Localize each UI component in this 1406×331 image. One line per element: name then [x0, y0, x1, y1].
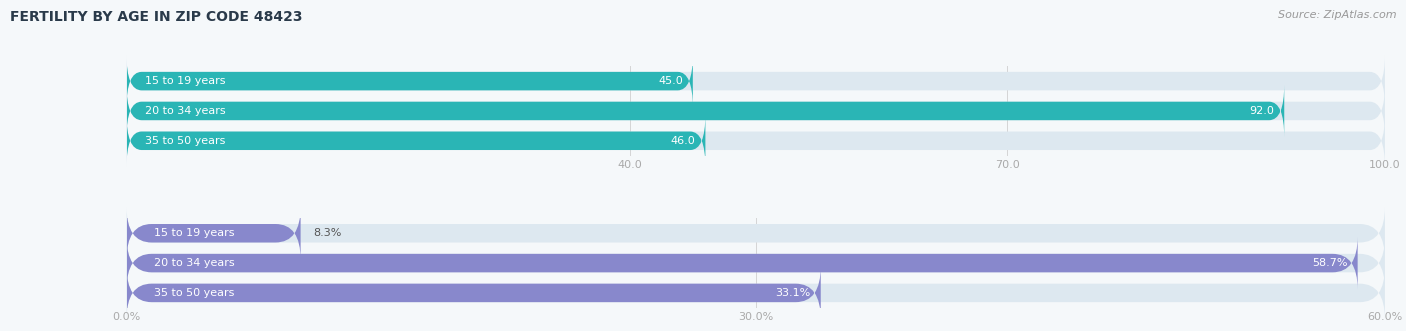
FancyBboxPatch shape	[127, 84, 1284, 137]
Text: 20 to 34 years: 20 to 34 years	[153, 258, 235, 268]
FancyBboxPatch shape	[127, 207, 301, 260]
FancyBboxPatch shape	[127, 55, 693, 108]
Text: 33.1%: 33.1%	[776, 288, 811, 298]
Text: 15 to 19 years: 15 to 19 years	[153, 228, 235, 238]
FancyBboxPatch shape	[127, 207, 1385, 260]
Text: 15 to 19 years: 15 to 19 years	[145, 76, 226, 86]
Text: Source: ZipAtlas.com: Source: ZipAtlas.com	[1278, 10, 1396, 20]
FancyBboxPatch shape	[127, 266, 821, 319]
Text: 58.7%: 58.7%	[1312, 258, 1347, 268]
Text: FERTILITY BY AGE IN ZIP CODE 48423: FERTILITY BY AGE IN ZIP CODE 48423	[10, 10, 302, 24]
Text: 8.3%: 8.3%	[314, 228, 342, 238]
FancyBboxPatch shape	[127, 266, 1385, 319]
Text: 20 to 34 years: 20 to 34 years	[145, 106, 226, 116]
Text: 35 to 50 years: 35 to 50 years	[145, 136, 226, 146]
Text: 45.0: 45.0	[658, 76, 683, 86]
FancyBboxPatch shape	[127, 237, 1385, 290]
Text: 46.0: 46.0	[671, 136, 696, 146]
FancyBboxPatch shape	[127, 55, 1385, 108]
FancyBboxPatch shape	[127, 114, 1385, 167]
FancyBboxPatch shape	[127, 237, 1358, 290]
FancyBboxPatch shape	[127, 84, 1385, 137]
FancyBboxPatch shape	[127, 114, 706, 167]
Text: 35 to 50 years: 35 to 50 years	[153, 288, 235, 298]
Text: 92.0: 92.0	[1250, 106, 1274, 116]
